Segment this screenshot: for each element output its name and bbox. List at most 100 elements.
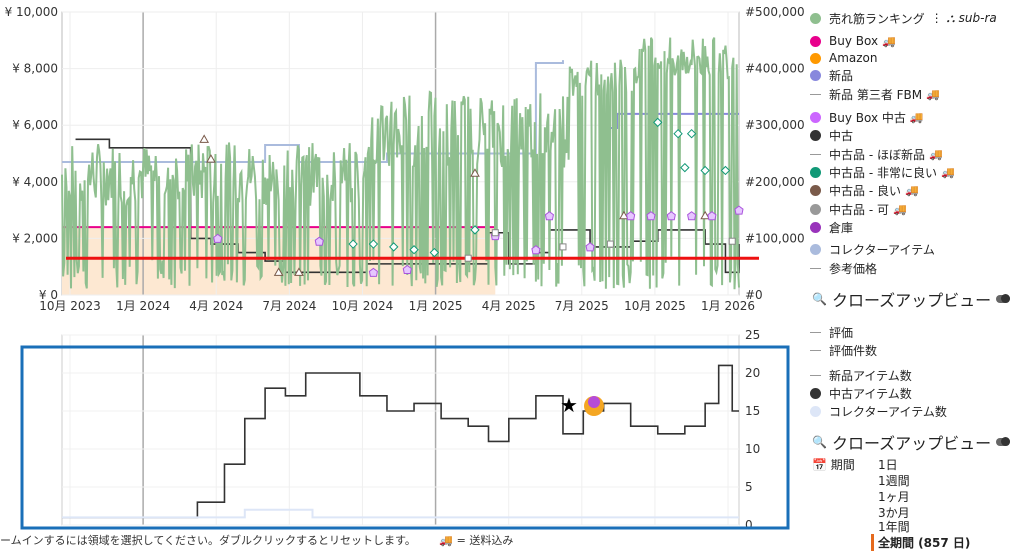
buy-box-used-marker [314, 236, 324, 246]
star-icon: ★ [560, 393, 578, 417]
y-right-tick-label: 25 [745, 328, 760, 342]
legend-item[interactable]: 売れ筋ランキング ⋮ ⛬ sub-ra [810, 10, 997, 26]
period-option[interactable]: 全期間 (857 日) [871, 534, 970, 551]
period-option[interactable]: 1ヶ月 [878, 490, 910, 504]
used-very-good-marker [429, 247, 440, 258]
buy-box-used-marker [687, 211, 697, 221]
x-tick-label: 7月 2025 [555, 299, 609, 313]
legend-item[interactable]: コレクターアイテム [810, 241, 935, 257]
y-right-tick-label: #100,000 [745, 231, 805, 245]
legend-swatch [810, 374, 821, 376]
legend-item[interactable]: コレクターアイテム数 [810, 403, 947, 419]
legend-label: 中古 [829, 128, 854, 143]
y-right-tick-label: #0 [745, 288, 763, 302]
used-good-marker [199, 134, 210, 143]
legend-swatch [810, 52, 821, 64]
buy-box-used-marker [585, 242, 595, 252]
y-right-tick-label: #200,000 [745, 175, 805, 189]
y-right-tick-label: #400,000 [745, 62, 805, 76]
legend-item[interactable]: 倉庫 [810, 219, 853, 235]
legend-swatch [810, 12, 821, 24]
y-right-tick-label: #500,000 [745, 5, 805, 19]
legend-item[interactable]: 中古品 - 可 🚚 [810, 201, 907, 217]
subcategory-label[interactable]: ⋮ ⛬ sub-ra [930, 10, 997, 25]
calendar-icon: 📅 [812, 458, 827, 472]
used-acceptable-marker [559, 243, 567, 251]
legend-label: 中古アイテム数 [829, 386, 912, 401]
legend-label: Buy Box [829, 34, 879, 48]
y-right-tick-label: 5 [745, 480, 753, 494]
buy-box-used-marker [707, 211, 717, 221]
zoom-hint: ームインするには領域を選択してください。ダブルクリックするとリセットします。 [0, 534, 416, 547]
legend-item[interactable]: 中古アイテム数 [810, 385, 912, 401]
y-right-tick-label: 15 [745, 404, 760, 418]
legend-label: 新品 [829, 68, 854, 83]
legend-item[interactable]: 新品 [810, 67, 853, 83]
y-left-tick-label: ¥ 10,000 [5, 5, 58, 19]
y-right-tick-label: 10 [745, 442, 760, 456]
period-option[interactable]: 1日 [878, 458, 898, 472]
legend-label: 中古品 - ほぼ新品 [829, 147, 925, 162]
truck-icon: 🚚 [909, 110, 924, 124]
toggle-icon[interactable] [996, 294, 1011, 303]
legend-swatch [810, 203, 821, 215]
buy-box-used-marker [531, 245, 541, 255]
y-right-tick-label: #300,000 [745, 118, 805, 132]
toggle-icon[interactable] [996, 437, 1011, 446]
x-tick-label: 10月 2025 [624, 299, 686, 313]
used-good-marker [470, 168, 480, 177]
magnifier-icon: 🔍 [812, 292, 827, 306]
legend-swatch [810, 111, 821, 123]
buy-box-used-marker [213, 233, 223, 243]
legend-swatch [810, 243, 821, 255]
closeup-toggle-count[interactable]: 🔍 クローズアップビュー [812, 434, 1011, 453]
closeup-label: クローズアップビュー [831, 291, 992, 310]
used-good-marker [619, 210, 629, 220]
closeup-toggle-price[interactable]: 🔍 クローズアップビュー [812, 291, 1011, 310]
legend-item[interactable]: 中古品 - 非常に良い 🚚 [810, 164, 955, 180]
legend-swatch [810, 331, 821, 333]
used-very-good-marker [470, 225, 480, 235]
period-option[interactable]: 1年間 [878, 520, 910, 534]
buy-box-used-marker [666, 211, 676, 221]
legend-item[interactable]: 中古 [810, 127, 853, 143]
used-acceptable-marker [491, 229, 499, 237]
sales-rank-line [61, 37, 740, 290]
used-good-marker [700, 210, 711, 220]
selection-highlight-box [20, 345, 790, 530]
used-very-good-marker [720, 165, 731, 176]
legend-swatch [810, 166, 821, 178]
legend-item[interactable]: Buy Box 中古 🚚 [810, 109, 924, 125]
y-left-tick-label: ¥ 8,000 [12, 62, 58, 76]
used-very-good-marker [686, 128, 697, 139]
x-tick-label: 4月 2024 [189, 299, 243, 313]
legend-item[interactable]: 新品アイテム数 [810, 367, 912, 383]
legend-swatch [810, 349, 821, 351]
legend-swatch [810, 184, 821, 196]
legend-item[interactable]: 中古品 - 良い 🚚 [810, 182, 919, 198]
truck-icon: 🚚 [928, 147, 943, 161]
magnifier-icon: 🔍 [812, 435, 827, 449]
legend-label: 売れ筋ランキング [829, 11, 925, 26]
legend-item[interactable]: Amazon [810, 50, 878, 66]
period-option[interactable]: 1週間 [878, 474, 910, 488]
truck-icon: 🚚 [904, 183, 919, 197]
legend-item[interactable]: 評価 [810, 324, 853, 340]
legend-item[interactable]: Buy Box 🚚 [810, 33, 896, 49]
legend-label: 参考価格 [829, 261, 878, 276]
buy-box-used-marker [626, 211, 636, 221]
legend-label: Amazon [829, 51, 878, 65]
used-very-good-marker [653, 117, 663, 128]
legend-label: 中古品 - 良い [829, 183, 901, 198]
used-very-good-marker [389, 242, 399, 252]
legend-item[interactable]: 評価件数 [810, 342, 877, 358]
legend-item[interactable]: 参考価格 [810, 260, 877, 276]
x-tick-label: 1月 2026 [701, 299, 755, 313]
used-very-good-marker [368, 239, 379, 249]
legend-item[interactable]: 中古品 - ほぼ新品 🚚 [810, 146, 943, 162]
x-tick-label: 7月 2024 [262, 299, 316, 313]
period-option[interactable]: 3か月 [878, 506, 910, 520]
legend-item[interactable]: 新品 第三者 FBM 🚚 [810, 86, 940, 102]
y-left-tick-label: ¥ 0 [39, 288, 58, 302]
